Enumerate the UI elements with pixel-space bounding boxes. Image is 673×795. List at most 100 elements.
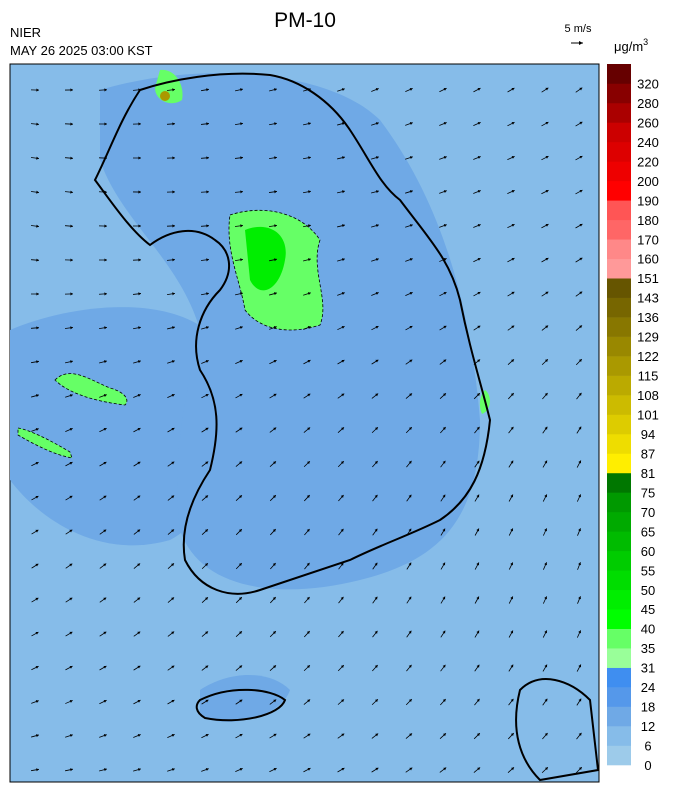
wind-arrow-head: [442, 460, 446, 464]
colorbar: 0 6 12 18 24 31 35 40 45 50 55 60 65 70 75 81 87 94 101 108…: [607, 64, 659, 773]
wind-arrow-head: [476, 630, 480, 634]
wind-arrow-head: [374, 630, 378, 634]
wind-arrow-head: [69, 495, 73, 499]
wind-arrow-head: [409, 224, 413, 228]
wind-arrow-head: [409, 291, 413, 295]
wind-arrow-head: [205, 360, 209, 363]
wind-arrow-head: [443, 733, 446, 737]
colorbar-segment: [607, 64, 631, 84]
wind-arrow-head: [476, 460, 480, 464]
colorbar-segment: [607, 745, 631, 766]
wind-arrow-head: [308, 258, 311, 262]
colorbar-label: 129: [637, 330, 659, 345]
wind-arrow-head: [239, 733, 243, 737]
wind-arrow-head: [238, 597, 242, 601]
wind-arrow-head: [443, 190, 447, 193]
wind-arrow-head: [35, 631, 39, 635]
wind-arrow-head: [374, 596, 378, 600]
wind-arrow-head: [273, 326, 277, 329]
wind-arrow-head: [238, 495, 242, 499]
wind-arrow-head: [340, 596, 344, 600]
wind-arrow-head: [137, 394, 141, 397]
wind-arrow-head: [171, 665, 175, 669]
wind-arrow-head: [341, 258, 345, 262]
wind-arrow-head: [578, 460, 582, 464]
wind-arrow-head: [103, 597, 107, 601]
wind-arrow-head: [239, 326, 243, 330]
wind-arrow-head: [306, 528, 310, 532]
coastline: [515, 678, 600, 782]
map: [9, 63, 600, 783]
wind-arrow-head: [239, 699, 243, 703]
wind-arrow-head: [578, 767, 582, 771]
wind-arrow-head: [340, 665, 344, 669]
wind-arrow-head: [443, 156, 447, 159]
wind-arrow-head: [205, 495, 209, 499]
wind-arrow-head: [171, 631, 175, 635]
wind-arrow-head: [544, 767, 548, 771]
wind-arrow-head: [206, 292, 209, 296]
wind-arrow-head: [510, 562, 514, 566]
colorbar-label: 50: [641, 583, 655, 598]
wind-arrow-head: [138, 156, 141, 160]
wind-arrow-head: [104, 122, 107, 126]
wind-arrow-head: [206, 224, 209, 228]
wind-arrow-head: [138, 326, 141, 330]
wind-arrow-head: [307, 733, 311, 737]
pm-area: [54, 373, 128, 406]
wind-arrow-head: [578, 698, 582, 702]
wind-arrow-head: [104, 258, 107, 262]
wind-arrow-head: [409, 122, 413, 125]
wind-arrow-head: [341, 325, 345, 329]
wind-arrow-head: [375, 359, 379, 363]
colorbar-label: 24: [641, 680, 655, 695]
wind-arrow-head: [375, 325, 379, 329]
wind-arrow-head: [545, 257, 549, 261]
colorbar-segment: [607, 200, 631, 221]
colorbar-label: 151: [637, 271, 659, 286]
wind-arrow-head: [69, 461, 73, 465]
wind-arrow-head: [69, 631, 73, 635]
wind-arrow-head: [477, 190, 481, 193]
wind-arrow-head: [476, 562, 480, 566]
colorbar-label: 70: [641, 505, 655, 520]
wind-arrow-head: [374, 427, 378, 431]
wind-arrow-head: [103, 529, 107, 533]
wind-arrow-head: [103, 394, 107, 397]
wind-arrow-head: [510, 733, 514, 737]
colorbar-label: 136: [637, 310, 659, 325]
wind-arrow-head: [408, 494, 412, 498]
wind-arrow-head: [238, 563, 242, 567]
wind-arrow-head: [341, 359, 345, 363]
wind-arrow-head: [544, 494, 548, 498]
wind-arrow-head: [374, 562, 378, 566]
wind-arrow-head: [172, 156, 175, 160]
wind-arrow-head: [36, 156, 39, 160]
colorbar-segment: [607, 472, 631, 493]
colorbar-label: 6: [644, 739, 651, 754]
colorbar-label: 94: [641, 427, 655, 442]
colorbar-label: 0: [644, 758, 651, 773]
wind-arrow-head: [342, 190, 345, 194]
wind-arrow-head: [273, 665, 277, 669]
wind-arrow-head: [239, 768, 243, 771]
wind-arrow-head: [239, 393, 243, 397]
agency: NIER: [10, 25, 41, 40]
wind-arrow-head: [511, 325, 515, 329]
wind-arrow-head: [341, 88, 345, 91]
colorbar-segment: [607, 278, 631, 298]
wind-arrow-head: [409, 767, 413, 771]
wind-arrow-head: [205, 461, 209, 465]
colorbar-label: 81: [641, 466, 655, 481]
wind-arrow-head: [204, 529, 208, 533]
wind-arrow-head: [409, 359, 413, 363]
wind-arrow-head: [103, 734, 107, 737]
wind-arrow-head: [273, 88, 277, 92]
wind-arrow-head: [578, 494, 581, 498]
wind-arrow-head: [138, 190, 141, 194]
wind-arrow-head: [239, 360, 243, 363]
wind-arrow-head: [306, 461, 310, 465]
wind-arrow-head: [172, 122, 175, 126]
wind-arrow-head: [103, 631, 107, 635]
wind-arrow-head: [341, 292, 345, 295]
